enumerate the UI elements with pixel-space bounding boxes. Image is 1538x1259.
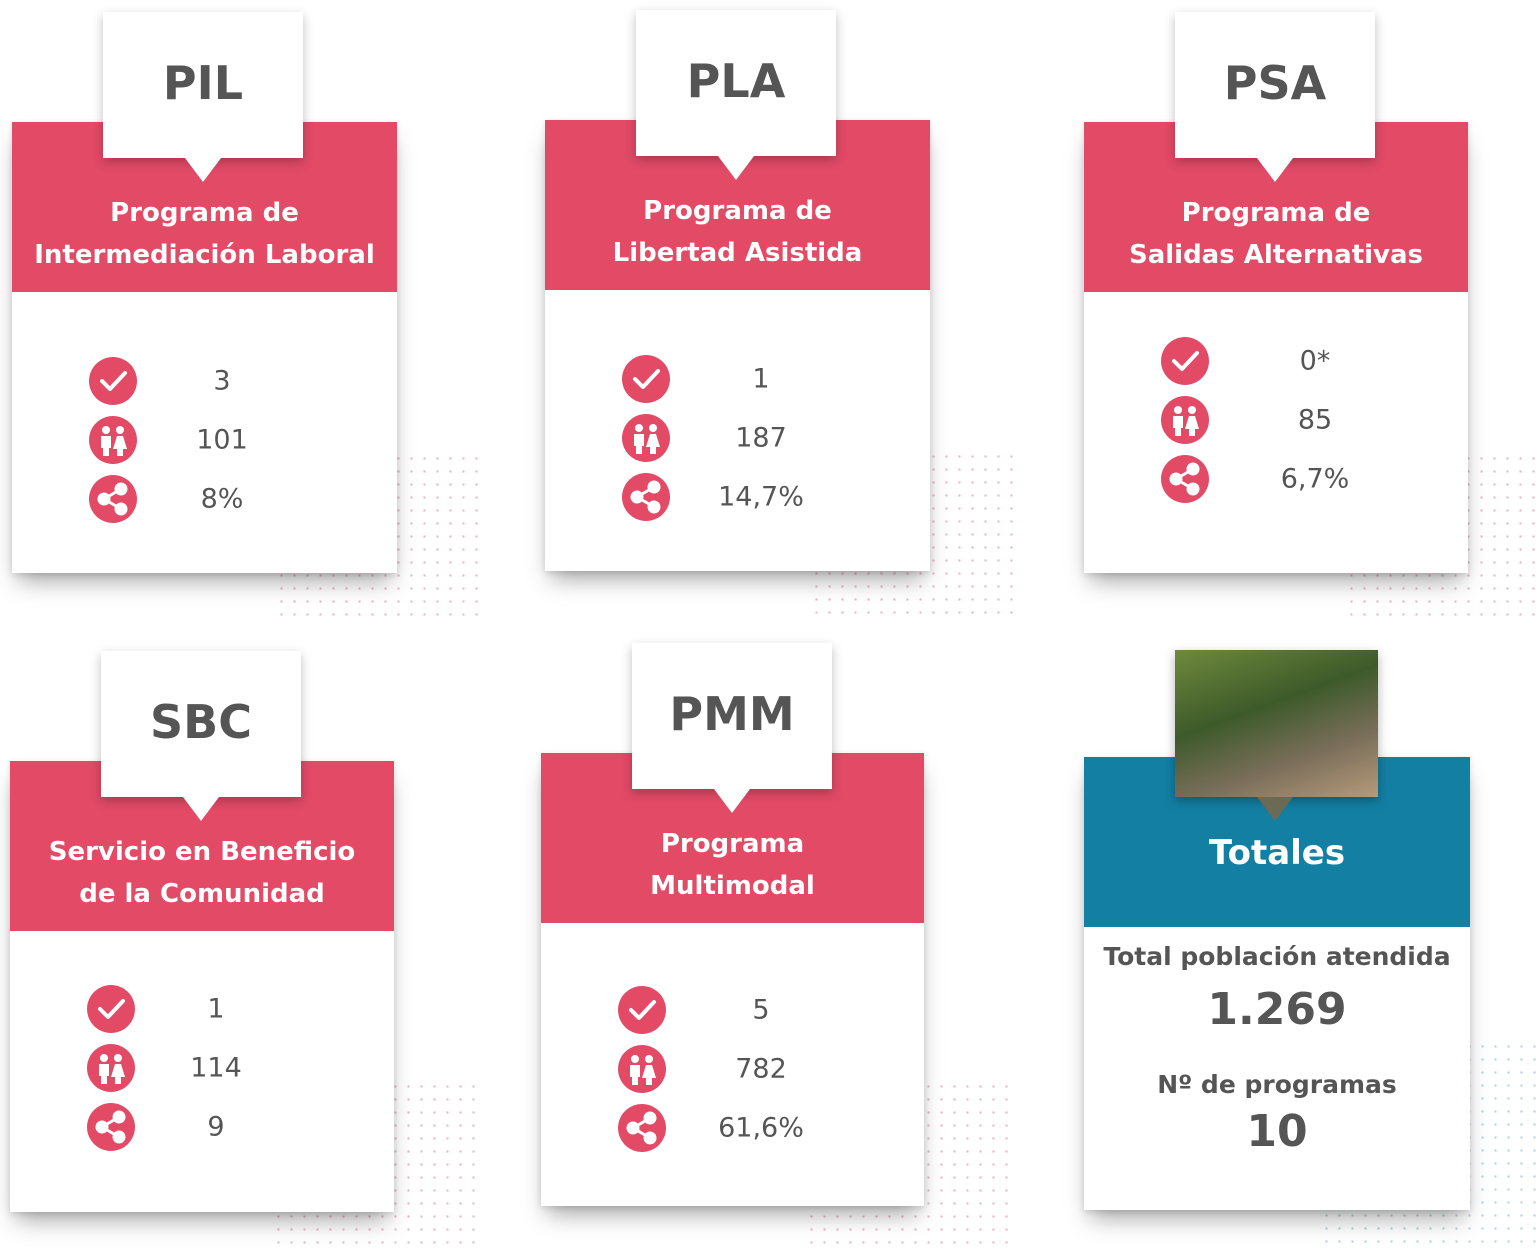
code-tag: SBC — [101, 651, 301, 797]
stat-value: 8% — [200, 483, 244, 515]
stat-value: 114 — [190, 1052, 242, 1084]
card: Programa Multimodal — [541, 753, 924, 1206]
card-title: Multimodal — [650, 871, 815, 901]
stat-value: 3 — [213, 365, 231, 397]
tag-pointer — [1257, 797, 1293, 821]
stat-value: 6,7% — [1280, 463, 1350, 495]
stat-value: 101 — [196, 424, 248, 456]
code-tag: PLA — [636, 10, 836, 156]
card: Programa de Intermediación Laboral — [12, 122, 397, 573]
totals-value: 1.269 — [1207, 984, 1347, 1035]
stat-value: 5 — [752, 994, 770, 1026]
stat-value: 1 — [752, 363, 770, 395]
card: Servicio en Beneficio de la Comunidad — [10, 761, 394, 1212]
stat-icon — [622, 355, 670, 403]
stat-icon — [1161, 337, 1209, 385]
code-tag: PIL — [103, 12, 303, 158]
card-title: Programa — [660, 829, 805, 859]
stat-icon — [89, 416, 137, 464]
stat-value: 14,7% — [718, 481, 804, 513]
stat-icon — [87, 1103, 135, 1151]
card-title: Programa de — [110, 198, 299, 228]
stat-value: 187 — [735, 422, 787, 454]
card-header: Programa de Intermediación Laboral — [12, 122, 397, 292]
card: Programa de Salidas Alternativas — [1084, 122, 1468, 573]
stat-icon — [87, 1044, 135, 1092]
photo — [1175, 650, 1378, 797]
card-title: de la Comunidad — [79, 879, 325, 909]
stat-icon — [89, 475, 137, 523]
stat-value: 1 — [207, 993, 225, 1025]
stat-value: 9 — [207, 1111, 225, 1143]
card-header: Programa de Salidas Alternativas — [1084, 122, 1468, 292]
code-tag: PMM — [632, 643, 832, 789]
totals-value: 10 — [1246, 1106, 1308, 1157]
stat-icon — [618, 1045, 666, 1093]
stat-icon — [618, 986, 666, 1034]
tag-pointer — [714, 789, 750, 813]
card-title: Intermediación Laboral — [34, 240, 375, 270]
card-title: Salidas Alternativas — [1128, 240, 1424, 270]
stat-icon — [622, 414, 670, 462]
card-title: Programa de — [1181, 198, 1371, 228]
card: Programa de Libertad Asistida — [545, 120, 930, 571]
tag-pointer — [1257, 158, 1293, 182]
stat-value: 0* — [1299, 345, 1331, 377]
stat-value: 782 — [735, 1053, 787, 1085]
tag-pointer — [183, 797, 219, 821]
stat-icon — [618, 1104, 666, 1152]
stat-icon — [622, 473, 670, 521]
stat-icon — [87, 985, 135, 1033]
stat-value: 85 — [1297, 404, 1333, 436]
card-title: Servicio en Beneficio — [48, 837, 356, 867]
totals-label: Nº de programas — [1157, 1070, 1397, 1099]
totals-card: Totales — [1084, 757, 1470, 1210]
tag-pointer — [718, 156, 754, 180]
stat-icon — [1161, 455, 1209, 503]
card-title: Libertad Asistida — [612, 238, 863, 268]
totals-label: Total población atendida — [1103, 942, 1451, 971]
card-title: Programa de — [643, 196, 832, 226]
stat-value: 61,6% — [718, 1112, 804, 1144]
stat-icon — [1161, 396, 1209, 444]
tag-pointer — [185, 158, 221, 182]
code-tag: PSA — [1175, 12, 1375, 158]
stat-icon — [89, 357, 137, 405]
